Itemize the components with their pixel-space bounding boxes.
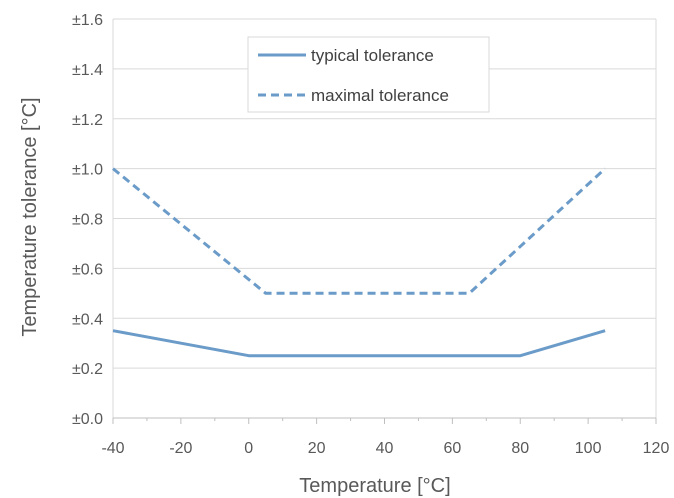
legend-box bbox=[247, 36, 490, 113]
legend: typical tolerance maximal tolerance bbox=[247, 36, 490, 113]
x-tick-label: 100 bbox=[575, 440, 602, 457]
series-line-maximal-tolerance bbox=[112, 167, 607, 295]
y-tick-label: ±1.4 bbox=[72, 62, 103, 79]
x-tick-label: 60 bbox=[443, 440, 461, 457]
y-tick-label: ±0.6 bbox=[72, 261, 103, 278]
x-axis-title: Temperature [°C] bbox=[299, 475, 450, 497]
x-tick-label: 20 bbox=[308, 440, 326, 457]
x-tick-label: -40 bbox=[101, 440, 124, 457]
series-line-typical-tolerance bbox=[112, 329, 606, 358]
y-tick-label: ±1.2 bbox=[72, 112, 103, 129]
grid-layer bbox=[113, 18, 656, 419]
x-tick-label: -20 bbox=[169, 440, 192, 457]
y-axis-title: Temperature tolerance [°C] bbox=[19, 97, 41, 336]
y-axis-ticks: ±0.0 ±0.2 ±0.4 ±0.6 ±0.8 ±1.0 ±1.2 ±1.4 ±1.6 bbox=[72, 12, 103, 428]
y-tick-label: ±0.8 bbox=[72, 212, 103, 229]
y-tick-label: ±0.4 bbox=[72, 311, 103, 328]
series-layer bbox=[112, 167, 607, 358]
legend-label-maximal-tolerance: maximal tolerance bbox=[311, 86, 449, 105]
x-tick-label: 80 bbox=[511, 440, 529, 457]
y-tick-label: ±1.6 bbox=[72, 12, 103, 29]
y-tick-label: ±0.0 bbox=[72, 411, 103, 428]
x-tick-label: 0 bbox=[244, 440, 253, 457]
x-tick-label: 40 bbox=[376, 440, 394, 457]
y-tick-label: ±0.2 bbox=[72, 361, 103, 378]
y-tick-label: ±1.0 bbox=[72, 162, 103, 179]
x-axis-ticks: -40 -20 0 20 40 60 80 100 120 bbox=[101, 418, 669, 457]
legend-label-typical-tolerance: typical tolerance bbox=[311, 46, 434, 65]
x-tick-label: 120 bbox=[643, 440, 670, 457]
